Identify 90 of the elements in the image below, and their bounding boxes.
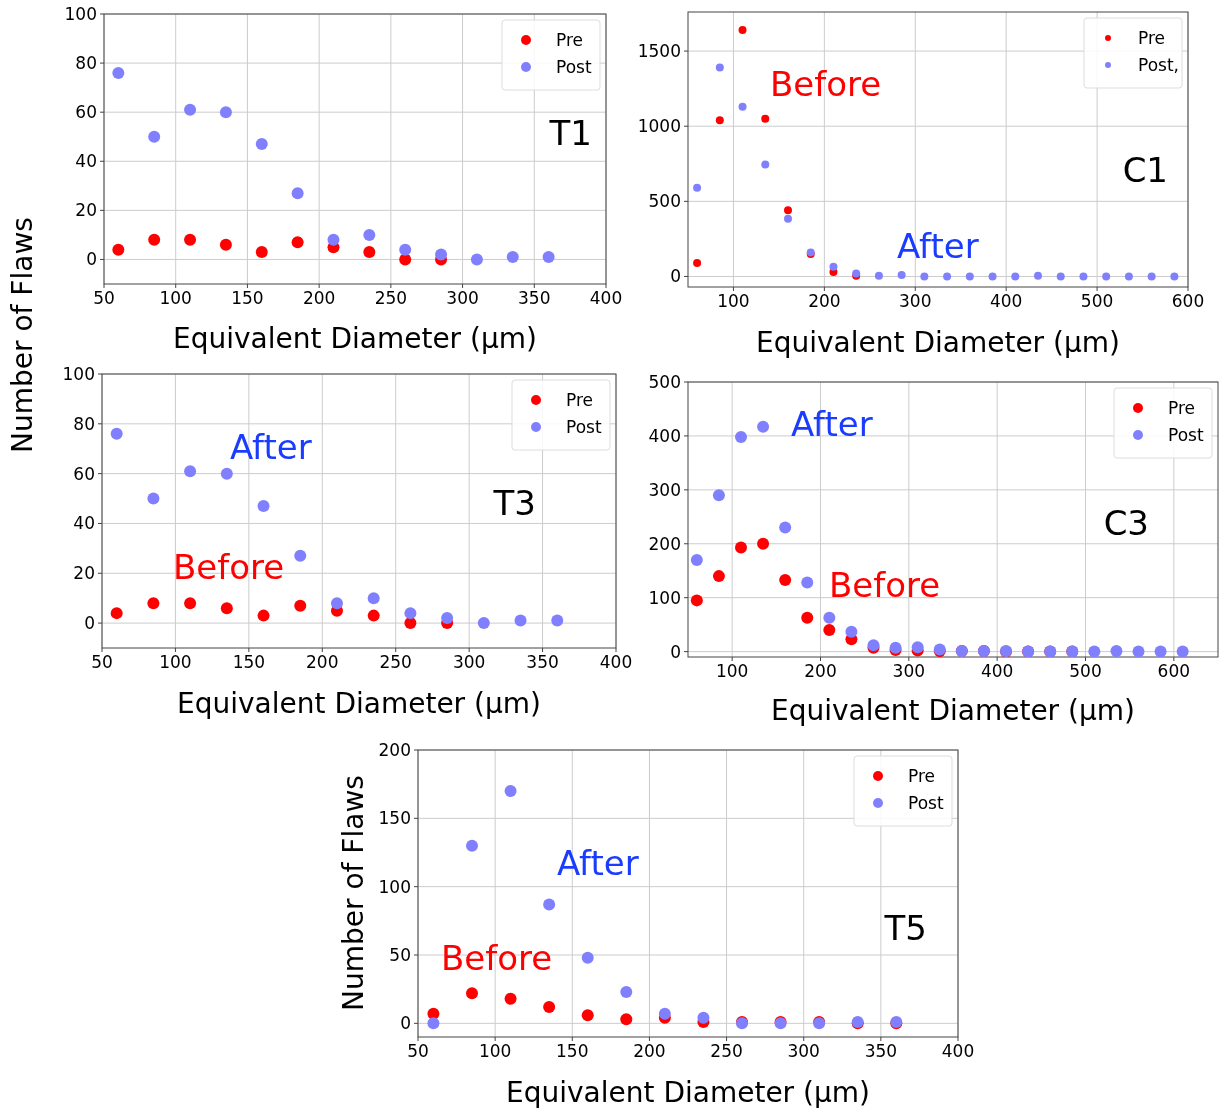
legend-label: Post: [566, 417, 602, 437]
x-tick-label: 500: [1080, 291, 1114, 311]
y-tick-label: 400: [648, 425, 681, 446]
x-tick-label: 100: [717, 291, 750, 311]
y-tick-label: 40: [75, 151, 97, 172]
annotation: After: [897, 226, 979, 266]
y-tick-label: 20: [75, 200, 97, 221]
annotation: After: [230, 427, 312, 467]
y-tick-label: 80: [73, 413, 95, 434]
annotation: After: [557, 843, 639, 883]
x-tick-label: 300: [892, 661, 926, 681]
text: C1: [1122, 150, 1168, 190]
text: T1: [548, 113, 592, 153]
y-tick-label: 60: [75, 102, 97, 123]
y-tick-label: 60: [73, 463, 95, 484]
y-axis-title: Number of Flaws: [337, 775, 370, 1011]
x-tick-label: 100: [715, 661, 749, 681]
legend-label: Pre: [1138, 28, 1166, 48]
y-tick-label: 0: [670, 266, 681, 287]
y-tick-label: 1000: [637, 116, 681, 137]
x-tick-label: 200: [804, 661, 837, 681]
x-tick-label: 250: [710, 1041, 743, 1061]
x-tick-label: 250: [379, 652, 412, 672]
y-tick-label: 0: [84, 613, 95, 634]
x-tick-label: 200: [302, 288, 336, 308]
x-tick-label: 300: [899, 291, 932, 311]
x-tick-label: 300: [787, 1041, 820, 1061]
x-tick-label: 600: [1171, 291, 1205, 311]
legend-label: Post: [908, 793, 944, 813]
x-tick-label: 200: [808, 291, 841, 311]
y-tick-label: 100: [378, 876, 411, 897]
x-tick-label: 400: [599, 652, 633, 672]
y-tick-label: 20: [73, 563, 95, 584]
x-tick-label: 400: [980, 661, 1014, 681]
y-tick-label: 1500: [637, 41, 681, 62]
y-tick-label: 200: [648, 533, 681, 554]
legend-label: Pre: [556, 30, 584, 50]
x-tick-label: 350: [864, 1041, 898, 1061]
text: C3: [1103, 503, 1149, 543]
x-tick-label: 400: [941, 1041, 975, 1061]
x-axis-title: Equivalent Diameter (μm): [506, 1076, 870, 1109]
x-tick-label: 400: [589, 288, 623, 308]
y-tick-label: 0: [400, 1013, 411, 1034]
y-tick-label: 50: [389, 945, 411, 965]
x-tick-label: 500: [1069, 661, 1102, 681]
x-axis-title: Equivalent Diameter (μm): [771, 694, 1135, 727]
x-tick-label: 150: [231, 288, 264, 308]
y-tick-label: 150: [378, 808, 411, 829]
y-tick-label: 200: [378, 740, 411, 760]
x-tick-label: 400: [989, 291, 1023, 311]
legend-label: Post,: [1138, 55, 1179, 75]
annotation: After: [791, 404, 873, 444]
legend-label: Pre: [566, 390, 594, 410]
x-tick-label: 250: [374, 288, 408, 308]
x-tick-label: 50: [407, 1041, 429, 1061]
y-axis-title: Number of Flaws: [6, 217, 39, 453]
annotation: Before: [829, 565, 941, 605]
x-tick-label: 100: [159, 288, 192, 308]
text: T3: [492, 483, 536, 523]
y-tick-label: 100: [648, 587, 681, 608]
legend-label: Post: [1168, 425, 1204, 445]
annotation: Before: [173, 547, 285, 587]
x-axis-title: Equivalent Diameter (μm): [173, 322, 537, 355]
text: T5: [883, 908, 927, 948]
x-tick-label: 350: [518, 288, 551, 308]
legend-label: Pre: [1168, 398, 1196, 418]
x-tick-label: 300: [446, 288, 479, 308]
y-tick-label: 40: [73, 513, 95, 534]
legend-label: Post: [556, 57, 592, 77]
y-tick-label: 100: [64, 4, 97, 24]
legend-label: Pre: [908, 766, 936, 786]
y-tick-label: 100: [62, 364, 95, 384]
x-tick-label: 200: [306, 652, 339, 672]
x-tick-label: 100: [159, 652, 192, 672]
annotation: Before: [770, 64, 882, 104]
x-axis-title: Equivalent Diameter (μm): [756, 326, 1120, 359]
annotation: Before: [441, 938, 553, 978]
x-tick-label: 150: [232, 652, 266, 672]
y-tick-label: 80: [75, 53, 97, 74]
x-axis-title: Equivalent Diameter (μm): [177, 687, 541, 720]
x-tick-label: 350: [526, 652, 559, 672]
x-tick-label: 150: [556, 1041, 589, 1061]
x-tick-label: 300: [452, 652, 486, 672]
x-tick-label: 100: [478, 1041, 512, 1061]
y-tick-label: 0: [86, 249, 97, 270]
y-tick-label: 300: [648, 479, 681, 500]
x-tick-label: 600: [1157, 661, 1191, 681]
y-tick-label: 500: [648, 372, 681, 392]
y-tick-label: 500: [648, 191, 681, 212]
y-tick-label: 0: [670, 641, 681, 662]
